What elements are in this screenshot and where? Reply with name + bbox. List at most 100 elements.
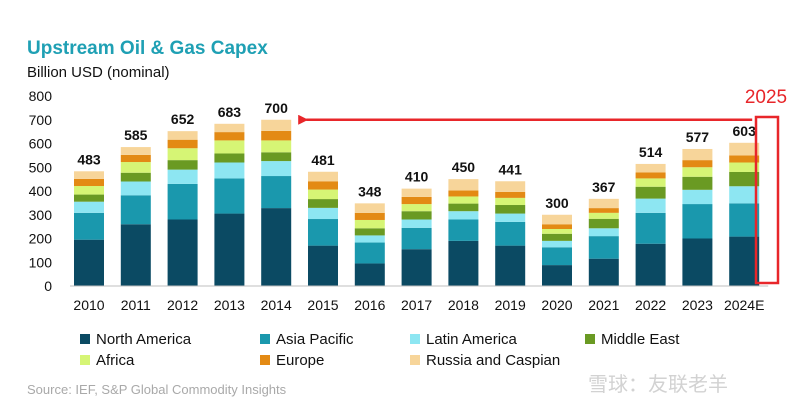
bar-segment-africa (635, 178, 666, 187)
total-label: 450 (452, 159, 476, 175)
total-label: 441 (499, 161, 523, 177)
bar-segment-europe (354, 212, 385, 220)
x-tick-label: 2015 (307, 297, 338, 313)
legend-swatch (585, 334, 595, 344)
total-label: 603 (733, 123, 757, 139)
bar-segment-asia-pacific (448, 219, 479, 241)
bar-segment-europe (495, 191, 526, 198)
bar-segment-latin-america (495, 213, 526, 222)
bar-segment-middle-east (401, 211, 432, 220)
bar-segment-middle-east (308, 199, 338, 208)
total-label: 300 (545, 195, 569, 211)
x-tick-label: 2021 (588, 297, 619, 313)
bar-segment-europe (588, 208, 619, 213)
bar-segment-europe (448, 190, 479, 197)
bar-segment-north-america (635, 243, 666, 286)
legend-swatch (80, 334, 90, 344)
bar-segment-middle-east (542, 233, 572, 241)
x-tick-label: 2012 (167, 297, 198, 313)
bar-segment-russia-and-caspian (542, 214, 572, 225)
bar-segment-middle-east (120, 172, 151, 182)
total-label: 577 (686, 129, 710, 145)
bar-segment-europe (308, 181, 338, 190)
y-tick-label: 600 (29, 136, 53, 152)
bar-segment-latin-america (120, 181, 151, 196)
bar-segment-asia-pacific (354, 242, 385, 264)
legend-swatch (410, 334, 420, 344)
bar-segment-middle-east (588, 218, 619, 229)
legend-item-middle-east: Middle East (585, 331, 679, 348)
bar-segment-russia-and-caspian (635, 163, 666, 173)
bar-segment-asia-pacific (308, 219, 338, 246)
legend-label: Asia Pacific (276, 331, 354, 348)
bar-segment-middle-east (635, 186, 666, 199)
bar-segment-europe (729, 155, 760, 163)
bar-segment-russia-and-caspian (308, 171, 338, 182)
legend-item-europe: Europe (260, 352, 324, 369)
legend-item-africa: Africa (80, 352, 134, 369)
bar-segment-north-america (542, 265, 572, 286)
bar-segment-latin-america (308, 207, 338, 220)
bar-segment-north-america (682, 238, 713, 286)
bar-segment-russia-and-caspian (120, 147, 151, 155)
total-label: 348 (358, 183, 382, 199)
x-tick-label: 2023 (682, 297, 713, 313)
bar-segment-russia-and-caspian (167, 131, 198, 140)
bar-segment-latin-america (729, 186, 760, 204)
bar-segment-africa (542, 229, 572, 234)
x-tick-label: 2018 (448, 297, 479, 313)
chart-subtitle: Billion USD (nominal) (27, 64, 170, 81)
bar-segment-europe (120, 154, 151, 163)
bar-segment-north-america (120, 224, 151, 286)
bar-segment-africa (682, 167, 713, 177)
total-label: 410 (405, 169, 429, 185)
bar-segment-africa (308, 189, 338, 200)
source-note: Source: IEF, S&P Global Commodity Insigh… (27, 382, 287, 397)
bar-segment-north-america (729, 236, 760, 286)
bar-segment-north-america (401, 249, 432, 286)
bar-segment-middle-east (682, 176, 713, 190)
total-label: 652 (171, 111, 195, 127)
bar-segment-asia-pacific (120, 195, 151, 225)
bar-segment-africa (354, 219, 385, 229)
bar-segment-europe (401, 196, 432, 205)
bar-segment-europe (542, 224, 572, 229)
bar-segment-africa (74, 186, 104, 195)
bar-segment-latin-america (682, 189, 713, 205)
bar-segment-latin-america (214, 162, 245, 179)
bar-segment-africa (167, 148, 198, 161)
bar-segment-europe (261, 130, 292, 141)
watermark: 雪球：友联老羊 (588, 372, 728, 396)
bar-segment-europe (214, 132, 245, 141)
forecast-annotation: 2025 (298, 87, 787, 285)
bar-segment-north-america (74, 239, 104, 286)
bar-segment-middle-east (448, 203, 479, 212)
bar-segment-asia-pacific (214, 178, 245, 214)
bar-segment-russia-and-caspian (354, 203, 385, 213)
total-label: 481 (311, 152, 335, 168)
bar-segment-middle-east (261, 152, 292, 162)
legend-item-north-america: North America (80, 331, 191, 348)
bar-segment-latin-america (74, 201, 104, 213)
bar-segment-europe (167, 139, 198, 149)
bars (74, 119, 760, 286)
bar-segment-middle-east (214, 153, 245, 163)
legend-label: Russia and Caspian (426, 352, 561, 369)
y-tick-label: 200 (29, 231, 53, 247)
legend-item-russia-and-caspian: Russia and Caspian (410, 352, 560, 369)
bar-segment-russia-and-caspian (261, 119, 292, 131)
total-labels: 483 585 652 683 700 481 348 410 450 441 300 367 514 5… (77, 100, 756, 211)
chart-title: Upstream Oil & Gas Capex (27, 38, 268, 59)
bar-segment-middle-east (167, 160, 198, 170)
bar-segment-latin-america (588, 228, 619, 237)
annotation-label: 2025 (745, 87, 787, 108)
bar-segment-asia-pacific (74, 212, 104, 240)
total-label: 514 (639, 144, 663, 160)
bar-segment-north-america (448, 240, 479, 286)
bar-segment-russia-and-caspian (401, 188, 432, 197)
bar-segment-europe (74, 178, 104, 187)
bar-segment-africa (588, 212, 619, 219)
bar-segment-latin-america (635, 198, 666, 213)
x-tick-label: 2024E (724, 297, 764, 313)
x-tick-label: 2016 (354, 297, 385, 313)
